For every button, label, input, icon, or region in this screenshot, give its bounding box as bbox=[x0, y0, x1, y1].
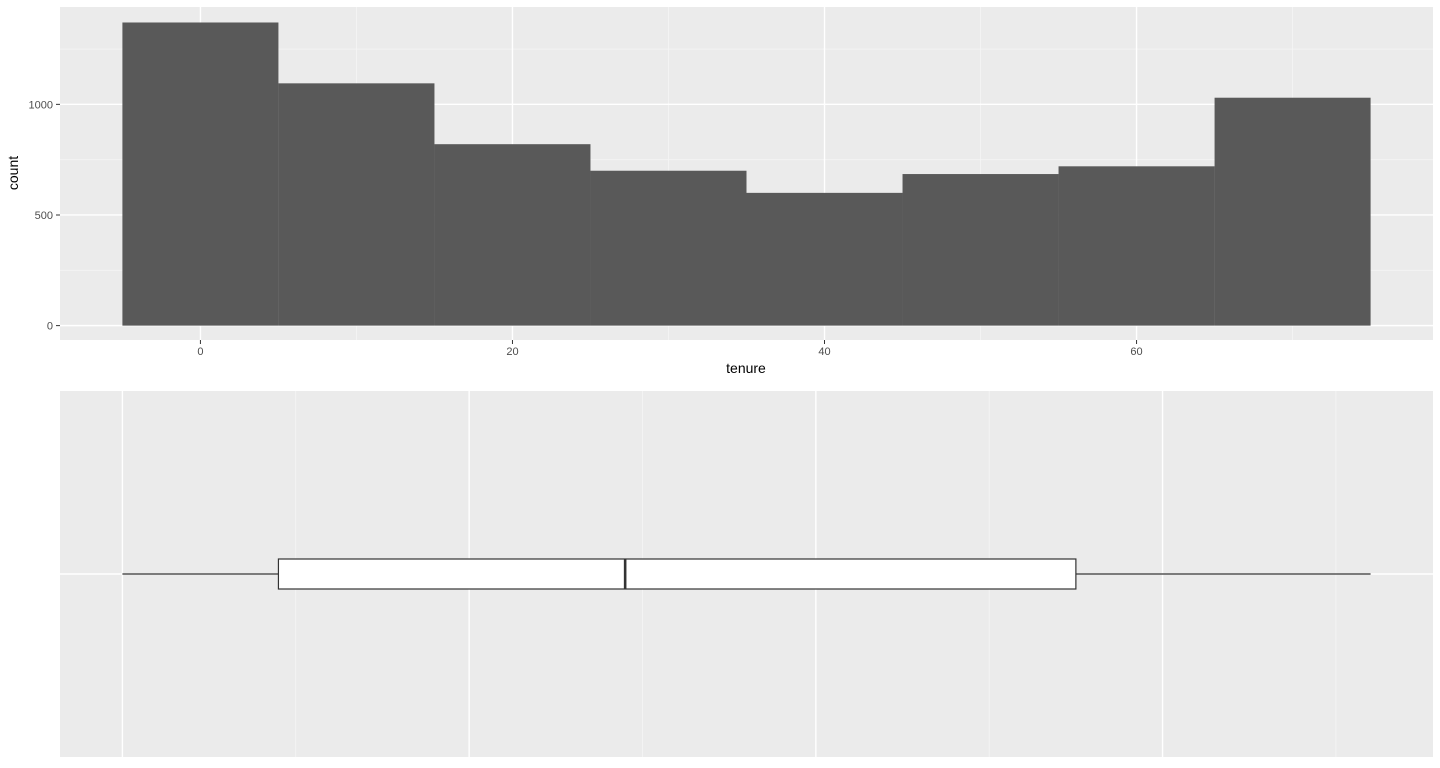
histogram-bar bbox=[903, 174, 1059, 326]
y-tick-label: 1000 bbox=[29, 99, 53, 111]
x-tick-label: 40 bbox=[818, 346, 830, 358]
y-tick-label: 500 bbox=[35, 210, 53, 222]
histogram-bar bbox=[747, 193, 903, 326]
histogram-bar bbox=[1215, 98, 1371, 326]
histogram-bar bbox=[122, 22, 278, 325]
histogram-y-axis: 0 500 1000 bbox=[29, 99, 60, 332]
histogram-bar bbox=[590, 171, 746, 326]
histogram-bar bbox=[434, 144, 590, 325]
histogram-bar bbox=[278, 83, 434, 325]
x-axis-title: tenure bbox=[726, 360, 766, 376]
iqr-box bbox=[278, 559, 1075, 589]
histogram-bar bbox=[1059, 166, 1215, 325]
histogram-chart: 0 500 1000 0 20 40 60 tenure count bbox=[5, 7, 1433, 376]
x-tick-label: 20 bbox=[506, 346, 518, 358]
x-tick-label: 0 bbox=[197, 346, 203, 358]
boxplot-chart bbox=[60, 391, 1433, 757]
x-tick-label: 60 bbox=[1130, 346, 1142, 358]
y-axis-title: count bbox=[5, 156, 21, 190]
y-tick-label: 0 bbox=[47, 321, 53, 333]
histogram-x-axis: 0 20 40 60 bbox=[197, 340, 1142, 358]
